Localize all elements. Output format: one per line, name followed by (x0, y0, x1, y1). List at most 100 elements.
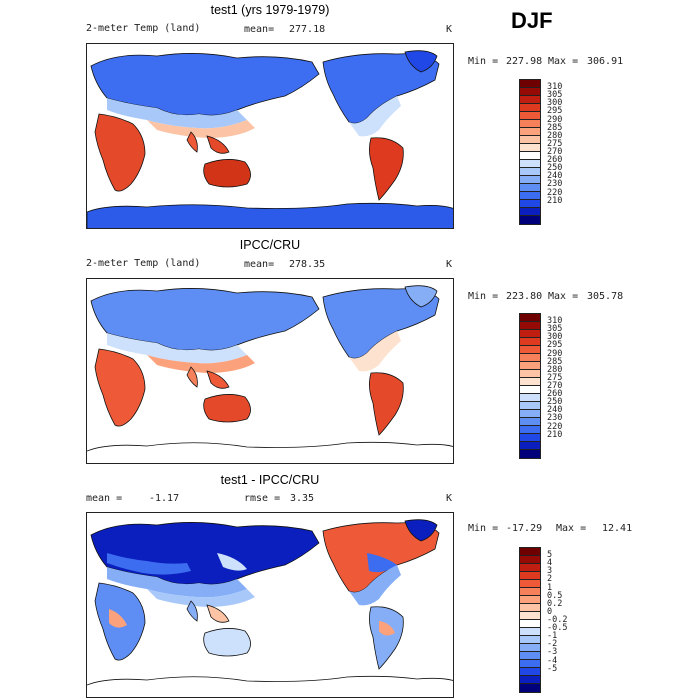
colorbar-swatch (520, 612, 540, 620)
panel3-title: test1 - IPCC/CRU (220, 473, 320, 487)
colorbar-swatch (520, 168, 540, 176)
colorbar-tick-label: 295 (547, 340, 563, 351)
season-label: DJF (511, 8, 553, 33)
colorbar-tick-label: 4 (547, 558, 553, 569)
panel2-map-svg (87, 285, 453, 452)
colorbar-swatch (520, 338, 540, 346)
colorbar-tick-label: 230 (547, 413, 563, 424)
colorbar-swatch (520, 120, 540, 128)
panel2-title: IPCC/CRU (239, 238, 301, 252)
colorbar-swatch (520, 394, 540, 402)
colorbar-tick-label: 1 (547, 582, 553, 593)
colorbar-swatch (520, 580, 540, 588)
colorbar-tick-label: 305 (547, 90, 563, 101)
colorbar-tick-label: 220 (547, 421, 563, 432)
colorbar-swatch (520, 354, 540, 362)
colorbar-swatch (520, 434, 540, 442)
panel1-title: test1 (yrs 1979-1979) (210, 3, 330, 17)
colorbar-swatch (520, 402, 540, 410)
colorbar-swatch (520, 104, 540, 112)
colorbar-tick-label: -0.2 (547, 615, 568, 625)
panel1-units: K (446, 24, 453, 35)
colorbar-tick-label: 280 (547, 364, 563, 375)
colorbar-swatch (520, 136, 540, 144)
panel2-min-value: 223.80 (506, 291, 543, 302)
colorbar-tick-label: 285 (547, 356, 563, 367)
colorbar-tick-label: 0 (547, 606, 553, 617)
panel1-max-value: 306.91 (587, 56, 624, 67)
colorbar-tick-label: 220 (547, 187, 563, 198)
colorbar-tick-label: 250 (547, 397, 563, 408)
panel1-mean-value: 277.18 (289, 24, 326, 35)
colorbar-swatch (520, 184, 540, 192)
colorbar-swatch (520, 314, 540, 322)
colorbar-swatch (520, 362, 540, 370)
colorbar-tick-label: 0.2 (547, 598, 563, 609)
panel2-mean-value: 278.35 (289, 259, 326, 270)
colorbar-tick-label: 275 (547, 138, 563, 149)
colorbar-tick-label: -2 (547, 639, 558, 650)
colorbar-tick-label: 0.5 (547, 590, 563, 601)
colorbar-tick-label: 260 (547, 155, 563, 166)
colorbar-swatch (520, 572, 540, 580)
colorbar-swatch (520, 88, 540, 96)
colorbar-swatch (520, 80, 540, 88)
panel1-map (86, 43, 454, 229)
colorbar-swatch (520, 684, 540, 692)
colorbar-tick-label: -1 (547, 631, 558, 642)
colorbar-swatch (520, 386, 540, 394)
colorbar-swatch (520, 322, 540, 330)
colorbar-swatch (520, 596, 540, 604)
colorbar-swatch (520, 556, 540, 564)
colorbar-tick-label: 285 (547, 122, 563, 133)
colorbar-swatch (520, 144, 540, 152)
panel2-colorbar (519, 313, 541, 459)
colorbar-swatch (520, 442, 540, 450)
colorbar-swatch (520, 588, 540, 596)
panel3-min-value: -17.29 (506, 523, 543, 534)
colorbar-swatch (520, 426, 540, 434)
panel2-min-label: Min = (468, 291, 499, 302)
colorbar-tick-label: 230 (547, 179, 563, 190)
colorbar-swatch (520, 216, 540, 224)
colorbar-swatch (520, 128, 540, 136)
colorbar-tick-label: 210 (547, 429, 563, 440)
colorbar-tick-label: -5 (547, 663, 558, 674)
colorbar-tick-label: -3 (547, 647, 558, 658)
panel3-max-label: Max = (556, 523, 587, 534)
colorbar-swatch (520, 620, 540, 628)
colorbar-tick-label: 300 (547, 332, 563, 343)
colorbar-tick-label: 270 (547, 381, 563, 391)
colorbar-swatch (520, 676, 540, 684)
panel3-min-label: Min = (468, 523, 499, 534)
panel1-map-svg (87, 50, 453, 228)
colorbar-tick-label: 2 (547, 574, 553, 585)
colorbar-swatch (520, 346, 540, 354)
colorbar-swatch (520, 200, 540, 208)
colorbar-swatch (520, 378, 540, 386)
colorbar-swatch (520, 418, 540, 426)
colorbar-swatch (520, 564, 540, 572)
panel2-units: K (446, 259, 453, 270)
colorbar-tick-label: -0.5 (547, 623, 568, 634)
panel1-max-label: Max = (548, 56, 579, 67)
colorbar-swatch (520, 450, 540, 458)
colorbar-tick-label: 5 (547, 550, 553, 561)
colorbar-tick-label: 280 (547, 130, 563, 141)
colorbar-tick-label: 290 (547, 114, 563, 125)
panel1-min-label: Min = (468, 56, 499, 67)
panel3-units: K (446, 493, 453, 504)
colorbar-swatch (520, 652, 540, 660)
colorbar-tick-label: -4 (547, 655, 558, 666)
colorbar-tick-label: 300 (547, 98, 563, 109)
colorbar-swatch (520, 160, 540, 168)
panel3-rmse-label: rmse = (244, 493, 281, 504)
panel3-rmse-value: 3.35 (290, 493, 315, 504)
colorbar-swatch (520, 176, 540, 184)
colorbar-tick-label: 295 (547, 106, 563, 117)
colorbar-swatch (520, 660, 540, 668)
panel3-mean-value: -1.17 (149, 493, 180, 504)
colorbar-swatch (520, 208, 540, 216)
colorbar-tick-label: 310 (547, 316, 563, 327)
colorbar-tick-label: 290 (547, 348, 563, 359)
